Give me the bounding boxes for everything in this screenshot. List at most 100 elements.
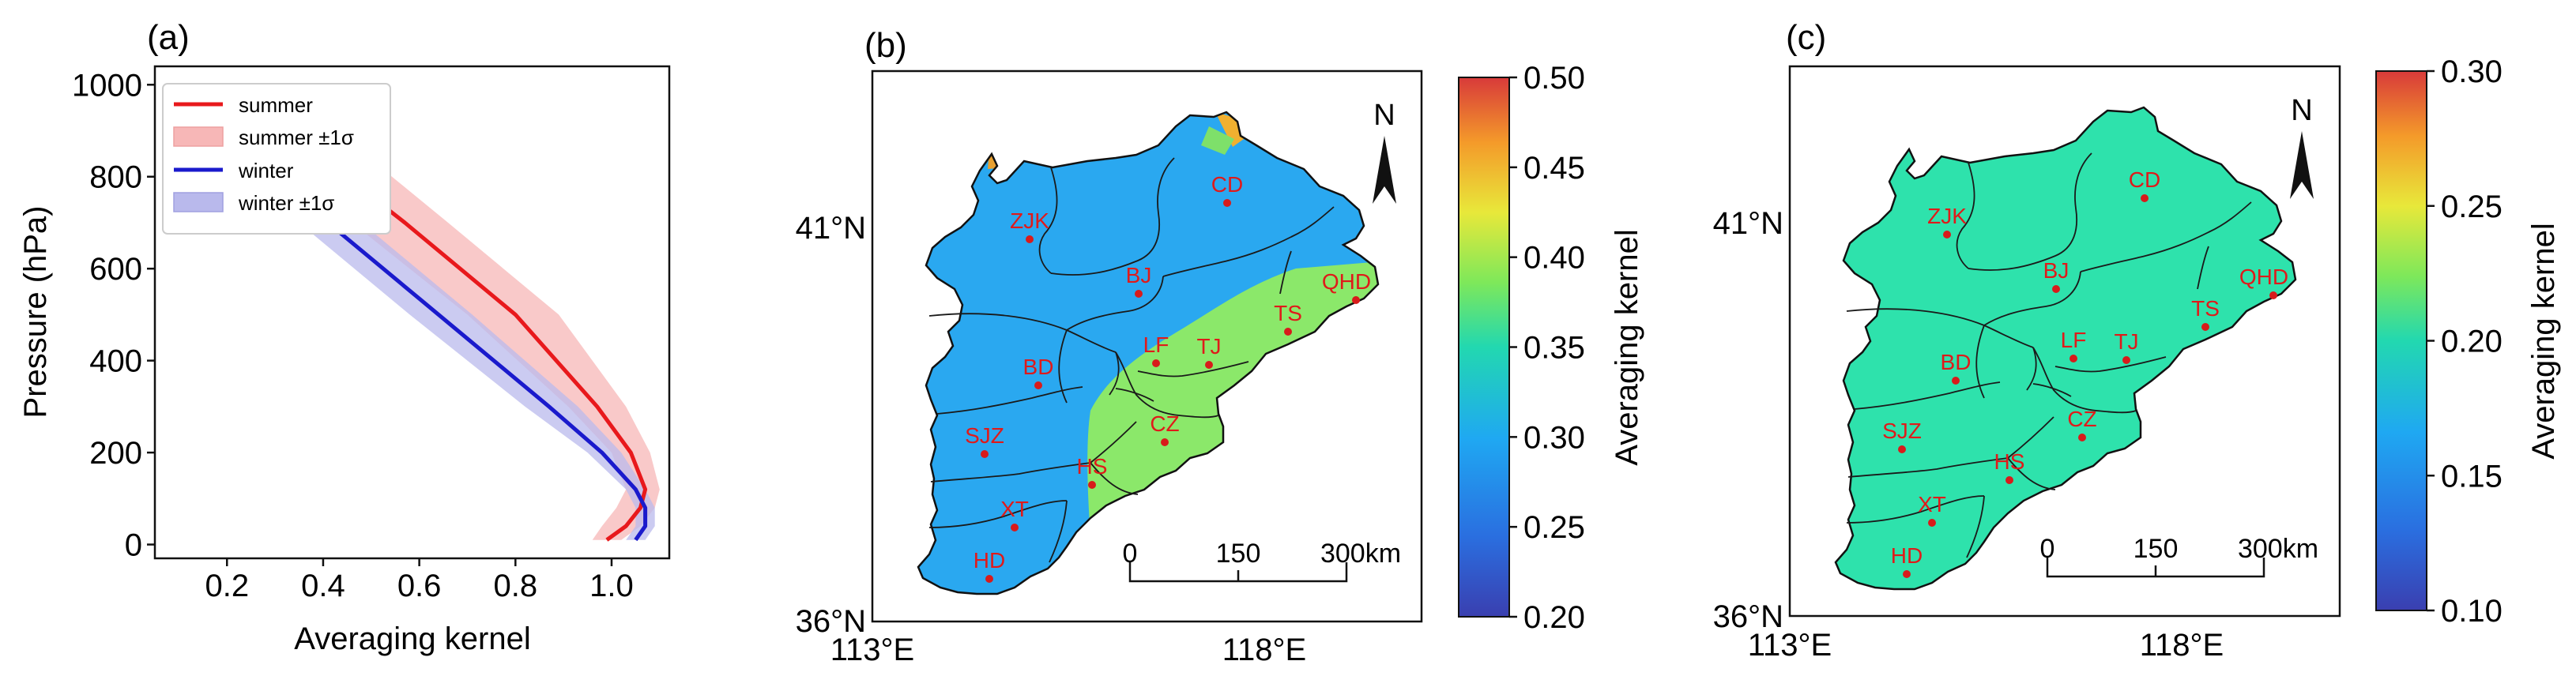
- city-marker-cz: [1161, 438, 1169, 446]
- city-marker-zjk: [1943, 231, 1951, 238]
- x-axis-ticks: 0.2 0.4 0.6 0.8 1.0: [205, 558, 634, 603]
- scale-bar-c: 0 150 300km: [2040, 534, 2318, 578]
- prefecture-border: [1050, 157, 1175, 276]
- prefecture-border: [928, 313, 1117, 353]
- colorbar-ticks-c: 0.10 0.15 0.20 0.25 0.30: [2427, 54, 2503, 629]
- north-arrow-label-b: N: [1373, 99, 1395, 132]
- city-label-hs: HS: [1994, 449, 2025, 474]
- y-tick-label: 200: [89, 436, 142, 471]
- y-tick-label: 400: [89, 344, 142, 379]
- city-marker-cz: [2078, 434, 2086, 441]
- north-arrow-icon: [1373, 136, 1384, 204]
- x-axis-label: Averaging kernel: [294, 622, 530, 656]
- colorbar-tick-label: 0.40: [1523, 241, 1585, 276]
- city-label-cz: CZ: [2067, 407, 2096, 431]
- scale-label-0: 0: [1123, 539, 1138, 569]
- colorbar-tick-label: 0.45: [1523, 151, 1585, 186]
- north-arrow-icon: [2290, 131, 2302, 199]
- city-label-lf: LF: [1143, 332, 1169, 357]
- city-marker-lf: [1152, 359, 1160, 367]
- colorbar-tick-label: 0.20: [1523, 600, 1585, 635]
- prefecture-border: [1090, 421, 1137, 464]
- prefecture-border: [1038, 167, 1058, 274]
- prefecture-border: [2080, 201, 2252, 272]
- x-tick-label: 1.0: [589, 569, 634, 603]
- prefecture-border: [1162, 206, 1335, 277]
- city-label-cd: CD: [1211, 172, 1243, 197]
- city-label-lf: LF: [2061, 328, 2087, 352]
- city-label-bj: BJ: [2043, 258, 2069, 283]
- prefecture-border: [928, 500, 1068, 528]
- city-marker-hd: [1903, 570, 1911, 578]
- prefecture-border: [1956, 162, 1975, 269]
- city-markers-c: ZJK CD BJ QHD TS LF TJ BD SJZ CZ HS XT HD: [1882, 167, 2288, 578]
- prefecture-border: [1109, 351, 1120, 396]
- prefecture-border: [1049, 500, 1068, 563]
- colorbar-tick-label: 0.30: [2441, 54, 2503, 89]
- city-marker-bd: [1034, 381, 1042, 389]
- city-marker-ts: [2201, 323, 2209, 331]
- panel-a-label: (a): [147, 18, 190, 57]
- y-tick-label: 600: [89, 252, 142, 287]
- colorbar-label-b: Averaging kernel: [1610, 229, 1644, 465]
- prefecture-border: [1847, 457, 2009, 478]
- x-tick-label: 0.6: [397, 569, 442, 603]
- city-label-tj: TJ: [1196, 334, 1221, 359]
- north-arrow-c: N: [2290, 94, 2314, 199]
- colorbar-ramp-b: [1458, 77, 1510, 618]
- y-tick-label: 0: [125, 528, 142, 563]
- lon-tick-113: 113°E: [830, 633, 914, 667]
- city-label-bd: BD: [1941, 350, 1972, 374]
- scale-label-300: 300km: [1320, 539, 1401, 569]
- lon-tick-118: 118°E: [1222, 633, 1306, 667]
- map-c: ZJK CD BJ QHD TS LF TJ BD SJZ CZ HS XT HD: [1834, 106, 2297, 591]
- prefecture-border: [1854, 381, 2001, 410]
- prefecture-border: [1115, 351, 1219, 419]
- prefecture-border: [2007, 457, 2056, 490]
- panel-c-label: (c): [1786, 18, 1826, 57]
- prefecture-border: [1983, 271, 2081, 326]
- scale-label-0: 0: [2040, 534, 2055, 564]
- lon-tick-118: 118°E: [2140, 628, 2224, 663]
- city-marker-bj: [1135, 290, 1143, 298]
- northeast-tip-green-b: [1201, 126, 1234, 155]
- legend-label-winter-band: winter ±1σ: [238, 191, 334, 215]
- legend: summer summer ±1σ winter winter ±1σ: [162, 83, 391, 235]
- panel-a: (a) 0.2 0.4 0.6 0.8 1.0 0 200 400 600 800 1000 Av…: [18, 18, 671, 656]
- legend-label-summer-band: summer ±1σ: [239, 126, 354, 149]
- city-label-hd: HD: [974, 548, 1005, 573]
- prefecture-border: [1115, 388, 1154, 402]
- city-marker-qhd: [2269, 291, 2277, 299]
- city-marker-lf: [2069, 355, 2077, 362]
- prefecture-border: [2007, 416, 2054, 459]
- city-label-xt: XT: [1918, 492, 1946, 516]
- prefecture-border: [1968, 152, 2092, 271]
- colorbar-label-c: Averaging kernel: [2526, 223, 2561, 459]
- city-marker-hd: [985, 575, 993, 583]
- city-marker-xt: [1011, 524, 1019, 531]
- lat-tick-36: 36°N: [796, 604, 866, 639]
- city-marker-hs: [1088, 481, 1096, 489]
- prefecture-border: [1090, 462, 1139, 495]
- city-label-ts: TS: [2191, 296, 2220, 321]
- prefecture-border: [2032, 383, 2072, 397]
- city-marker-qhd: [1352, 296, 1360, 304]
- city-marker-sjz: [1898, 445, 1906, 453]
- lat-tick-41: 41°N: [796, 211, 866, 246]
- city-label-cd: CD: [2129, 167, 2160, 192]
- city-label-ts: TS: [1274, 301, 1302, 325]
- city-marker-bd: [1952, 377, 1960, 385]
- x-tick-label: 0.4: [301, 569, 345, 603]
- city-label-hd: HD: [1891, 543, 1923, 568]
- scale-bar-b: 0 150 300km: [1123, 539, 1401, 583]
- city-label-sjz: SJZ: [965, 423, 1004, 448]
- colorbar-tick-label: 0.25: [1523, 510, 1585, 545]
- colorbar-tick-label: 0.35: [1523, 331, 1585, 366]
- colorbar-b: 0.20 0.25 0.30 0.35 0.40 0.45 0.50 Averaging k…: [1458, 61, 1644, 635]
- city-marker-cd: [1223, 199, 1231, 207]
- scale-label-150: 150: [2133, 534, 2179, 564]
- city-label-tj: TJ: [2114, 329, 2138, 354]
- legend-label-summer: summer: [239, 93, 313, 117]
- scale-bar-icon: [1128, 562, 1348, 583]
- x-tick-label: 0.8: [494, 569, 538, 603]
